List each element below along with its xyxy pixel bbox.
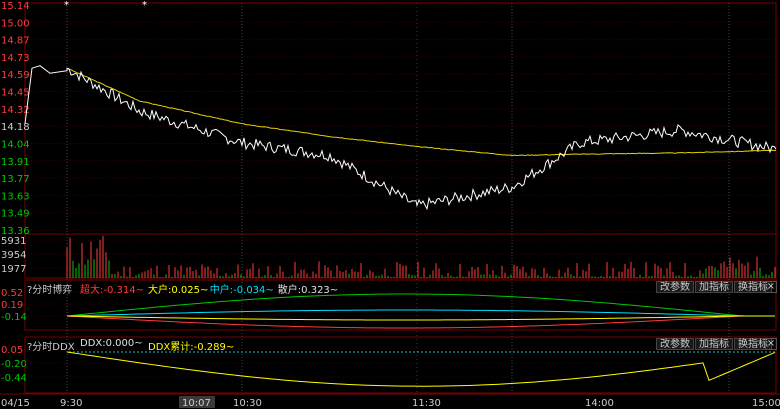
ddx-big-line [66,315,775,321]
time-tick-label: 14:00 [585,398,614,409]
ddx-cumulative-line [66,351,776,387]
ddx-panel-button-0[interactable]: 改参数 [656,281,694,293]
price-tick-label: 14.18 [1,122,30,133]
ddx-panel-legend-item: 超大:-0.314~ [80,285,144,296]
time-tick-label: 9:30 [60,398,82,409]
ddx2-panel-button-0[interactable]: 改参数 [656,338,694,350]
ddx-tick-label: 0.19 [1,300,23,311]
price-tick-label: 14.59 [1,70,30,81]
panel-border [24,2,777,279]
ddx-super-line [66,315,775,329]
ddx-panel-legend-item: 散户:0.323~ [277,285,339,296]
ddx-panel-button-2[interactable]: 换指标 [734,281,772,293]
ddx2-tick-label: -0.44 [1,373,27,384]
price-tick-label: 13.63 [1,191,30,202]
price-tick-label: 13.91 [1,157,30,168]
volume-tick-label: 5931 [1,236,26,247]
ddx2-panel-title[interactable]: ?分时DDX [27,342,75,353]
time-tick-label: 15:00 [752,398,780,409]
ddx2-panel-button-2[interactable]: 换指标 [734,338,772,350]
ddx-large-line [66,293,775,317]
price-tick-label: 14.73 [1,53,30,64]
price-tick-label: 14.32 [1,105,30,116]
ddx2-panel-legend-item: DDX:0.000~ [80,338,143,349]
time-tick-label: 11:30 [412,398,441,409]
ddx2-panel-legend-item: DDX累计:-0.289~ [148,342,235,353]
ddx2-panel-close-button[interactable]: × [765,338,777,350]
time-tick-label: 04/15 [1,398,30,409]
price-line [24,65,777,211]
price-tick-label: 15.14 [1,1,30,12]
ddx-panel-legend-item: 中户:-0.034~ [209,285,274,296]
price-tick-label: 14.87 [1,36,30,47]
price-tick-label: 14.45 [1,88,30,99]
ddx-mid-line [66,309,775,317]
marker-star: * [142,0,147,11]
ddx2-tick-label: -0.20 [1,359,27,370]
time-highlight-box [179,396,215,408]
marker-star: * [64,0,69,11]
time-tick-label: 10:30 [233,398,262,409]
price-tick-label: 14.04 [1,139,30,150]
price-tick-label: 13.36 [1,226,30,237]
ddx2-panel-button-1[interactable]: 加指标 [695,338,733,350]
price-tick-label: 13.49 [1,209,30,220]
price-tick-label: 13.77 [1,174,30,185]
ddx-panel-close-button[interactable]: × [765,281,777,293]
volume-tick-label: 3954 [1,250,26,261]
ddx-tick-label: 0.52 [1,288,23,299]
average-price-line [66,67,777,157]
price-tick-label: 15.00 [1,18,30,29]
volume-tick-label: 1977 [1,264,26,275]
ddx-panel-legend-item: 大户:0.025~ [148,285,209,296]
time-tick-label: 10:07 [182,398,211,409]
panel-border [24,279,777,331]
ddx-panel-title[interactable]: ?分时博弈 [27,285,73,296]
panel-border [24,336,777,394]
ddx-tick-label: -0.14 [1,312,27,323]
ddx-panel-button-1[interactable]: 加指标 [695,281,733,293]
ddx2-tick-label: 0.05 [1,345,23,356]
